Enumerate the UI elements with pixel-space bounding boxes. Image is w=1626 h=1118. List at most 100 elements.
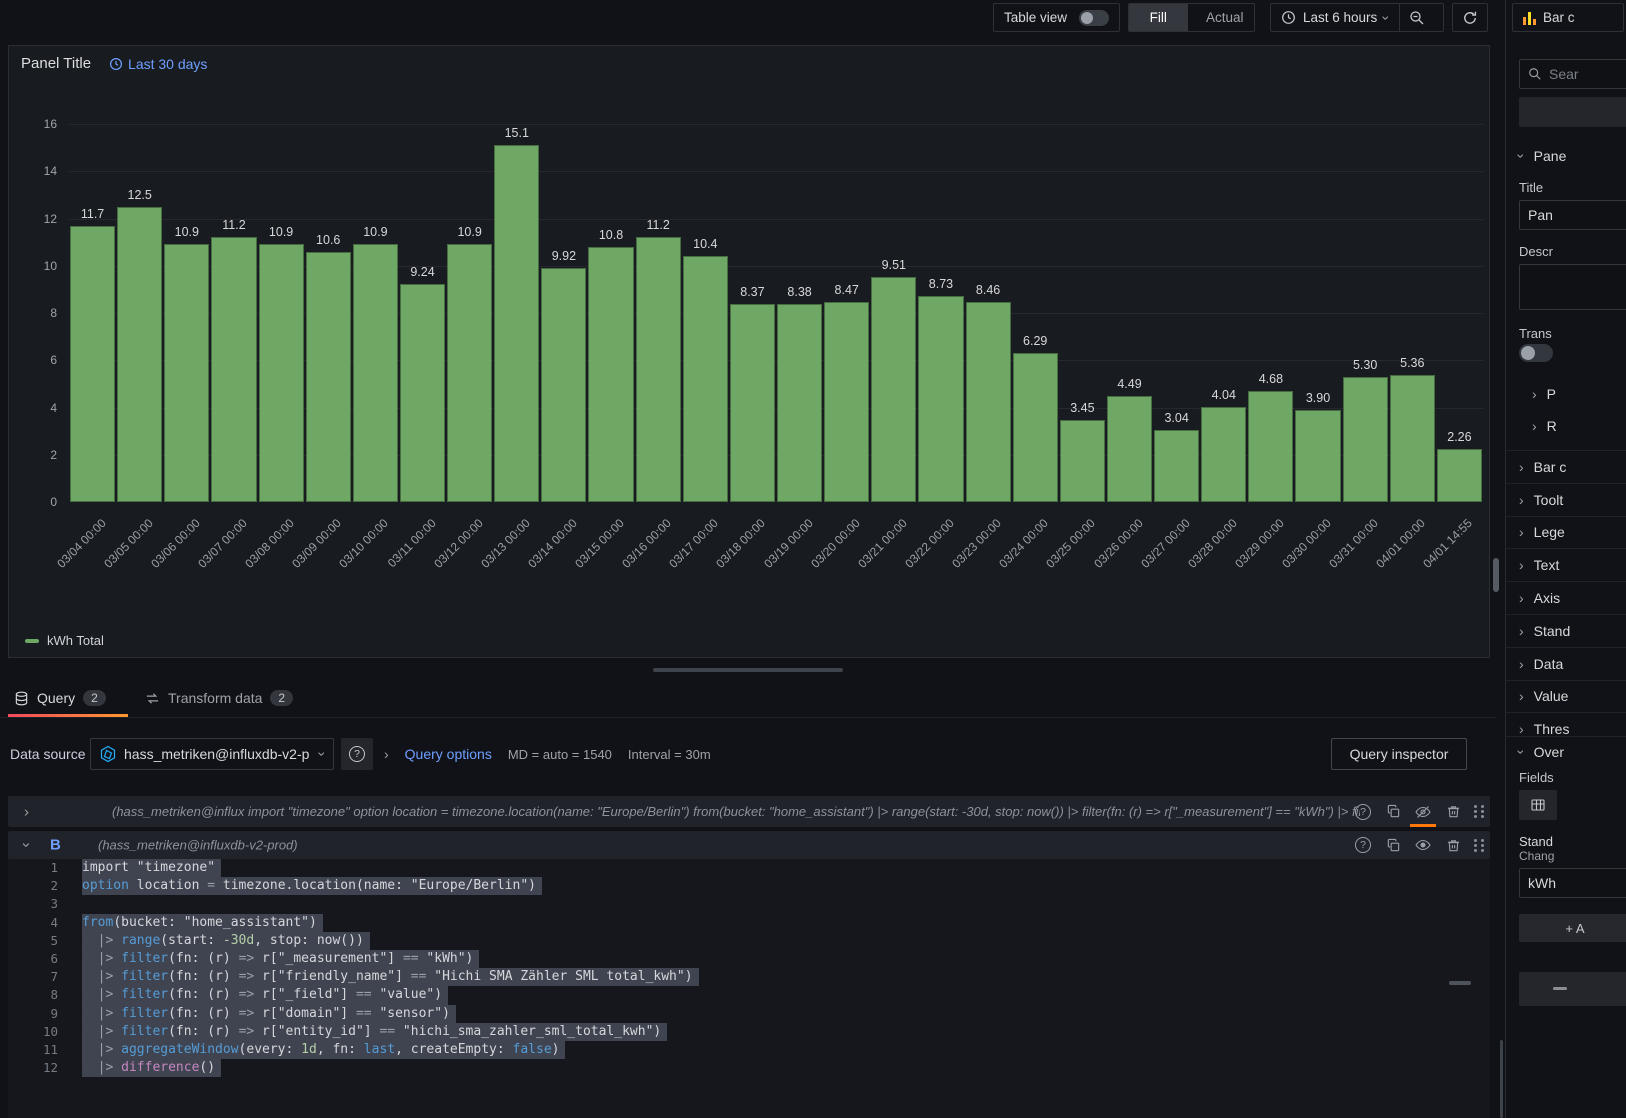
tab-query[interactable]: Query 2 bbox=[8, 680, 128, 717]
override-card[interactable] bbox=[1519, 972, 1626, 1006]
query-options-interval: Interval = 30m bbox=[627, 746, 711, 762]
query-help-button[interactable]: ? bbox=[1354, 803, 1372, 821]
drag-handle[interactable] bbox=[1474, 805, 1484, 818]
query-options-row: › Query options MD = auto = 1540 Interva… bbox=[384, 738, 711, 770]
bar-value-label: 11.2 bbox=[222, 218, 246, 233]
code-line-content: ··|> filter(fn: (r) => r["_field"] == "v… bbox=[82, 986, 449, 1005]
query-row-a: › (hass_metriken@influx import "timezone… bbox=[8, 796, 1490, 827]
query-b-datasource: (hass_metriken@influxdb-v2-prod) bbox=[98, 837, 298, 853]
chevron-right-icon: › bbox=[1519, 622, 1524, 639]
query-help-button[interactable]: ? bbox=[1354, 836, 1372, 854]
code-line: 8 ··|> filter(fn: (r) => r["_field"] == "… bbox=[8, 986, 1490, 1005]
options-section-row[interactable]: › Value bbox=[1506, 679, 1626, 713]
options-search-input[interactable]: Sear bbox=[1519, 59, 1626, 89]
datasource-help-button[interactable]: ? bbox=[341, 738, 373, 770]
panel-time-override[interactable]: Last 30 days bbox=[109, 56, 207, 72]
question-circle-icon: ? bbox=[349, 746, 365, 762]
bar bbox=[211, 237, 257, 502]
bar bbox=[1295, 409, 1341, 502]
time-controls-group: Last 6 hours › bbox=[1270, 3, 1444, 32]
query-a-summary: (hass_metriken@influx import "timezone" … bbox=[112, 804, 1360, 819]
table-view-label: Table view bbox=[1004, 10, 1068, 25]
options-section-row[interactable]: › Lege bbox=[1506, 515, 1626, 549]
bar bbox=[871, 277, 917, 502]
options-section-row[interactable]: › Axis bbox=[1506, 581, 1626, 614]
flux-code-editor[interactable]: 1 import "timezone" 2 option location = tim… bbox=[8, 859, 1490, 1118]
legend: kWh Total bbox=[25, 633, 104, 648]
options-section-row[interactable]: › Data bbox=[1506, 646, 1626, 680]
transparent-bg-toggle[interactable] bbox=[1519, 344, 1553, 362]
duplicate-query-button[interactable] bbox=[1384, 803, 1402, 821]
panel-editor-splitter[interactable] bbox=[653, 668, 843, 672]
options-filter-input[interactable] bbox=[1519, 97, 1626, 127]
duplicate-query-button[interactable] bbox=[1384, 836, 1402, 854]
bar bbox=[1059, 420, 1105, 502]
disable-query-button[interactable] bbox=[1414, 836, 1432, 854]
overrides-section-header[interactable]: › Over bbox=[1506, 736, 1626, 768]
time-range-picker[interactable]: Last 6 hours › bbox=[1271, 4, 1399, 31]
table-view-toggle[interactable] bbox=[1079, 9, 1109, 26]
remove-query-button[interactable] bbox=[1444, 836, 1462, 854]
visualization-picker-button[interactable]: Bar c bbox=[1512, 3, 1624, 32]
refresh-icon bbox=[1462, 10, 1478, 26]
bar bbox=[447, 244, 493, 502]
field-matcher-button[interactable] bbox=[1519, 790, 1557, 820]
datasource-picker[interactable]: hass_metriken@influxdb-v2-p › bbox=[90, 738, 334, 770]
panel-options-section-header[interactable]: › Pane bbox=[1513, 148, 1567, 164]
code-line-content: ··|> difference() bbox=[82, 1059, 222, 1078]
bar bbox=[729, 304, 775, 502]
code-line-content: ··|> range(start: -30d, stop: now()) bbox=[82, 931, 370, 950]
collapse-query-b-chevron[interactable]: › bbox=[18, 842, 35, 848]
bar-chart-plot[interactable]: 0 2 4 6 8 10 12 14 16 11.7 03/04 00:00 12.5 03/05 00… bbox=[9, 46, 1489, 657]
chevron-right-icon: › bbox=[1519, 557, 1524, 574]
options-section-row[interactable]: › Stand bbox=[1506, 613, 1626, 647]
override-value-input[interactable]: kWh bbox=[1519, 868, 1626, 898]
actual-button[interactable]: Actual bbox=[1205, 10, 1244, 25]
clock-icon bbox=[1281, 10, 1296, 25]
line-number: 4 bbox=[50, 914, 58, 930]
database-icon bbox=[14, 691, 29, 706]
expand-query-a-chevron[interactable]: › bbox=[24, 803, 29, 820]
panel-title-input[interactable]: Pan bbox=[1519, 200, 1626, 230]
query-inspector-button[interactable]: Query inspector bbox=[1331, 738, 1467, 770]
panel-description-textarea[interactable] bbox=[1519, 264, 1626, 310]
code-line: 2 option location = timezone.location(nam… bbox=[8, 877, 1490, 896]
chevron-right-icon: › bbox=[1532, 386, 1537, 402]
options-section-row[interactable]: › Toolt bbox=[1506, 482, 1626, 516]
bar-value-label: 4.68 bbox=[1258, 372, 1284, 387]
code-line-content: ··|> filter(fn: (r) => r["_measurement"]… bbox=[82, 949, 480, 969]
clock-icon bbox=[109, 57, 123, 71]
disable-query-button[interactable] bbox=[1410, 803, 1436, 827]
options-section-row[interactable]: › Text bbox=[1506, 548, 1626, 581]
query-options-link[interactable]: Query options bbox=[404, 746, 492, 762]
query-b-actions: ? bbox=[1354, 831, 1484, 859]
bar-value-label: 10.9 bbox=[268, 225, 294, 240]
remove-query-button[interactable] bbox=[1444, 803, 1462, 821]
fill-button[interactable]: Fill bbox=[1129, 4, 1188, 31]
bar bbox=[588, 246, 634, 502]
drag-handle[interactable] bbox=[1474, 838, 1484, 852]
bar-value-label: 8.73 bbox=[928, 276, 954, 291]
legend-label[interactable]: kWh Total bbox=[47, 633, 104, 648]
panel-options-link-row[interactable]: › P bbox=[1532, 386, 1557, 402]
panel-options-link-row[interactable]: › R bbox=[1532, 418, 1557, 434]
sidebar-scrollbar-thumb[interactable] bbox=[1500, 1040, 1503, 1118]
code-line: 6 ··|> filter(fn: (r) => r["_measurement"… bbox=[8, 949, 1490, 969]
code-lines: 1 import "timezone" 2 option location = tim… bbox=[8, 859, 1490, 1078]
tab-transform-data[interactable]: Transform data 2 bbox=[139, 680, 309, 716]
main-scrollbar-thumb[interactable] bbox=[1493, 558, 1499, 592]
panel-title[interactable]: Panel Title bbox=[21, 55, 92, 72]
table-view-group: Table view bbox=[993, 3, 1120, 32]
editor-scrollbar-thumb[interactable] bbox=[1449, 981, 1471, 985]
code-line-content: ··|> filter(fn: (r) => r["entity_id"] ==… bbox=[82, 1022, 668, 1041]
add-override-button[interactable]: + A bbox=[1519, 914, 1626, 942]
transform-count-badge: 2 bbox=[270, 690, 294, 706]
gridline bbox=[69, 124, 1483, 125]
zoom-out-button[interactable] bbox=[1398, 4, 1434, 31]
options-section-row[interactable]: › Thres bbox=[1506, 712, 1626, 745]
y-tick-label: 16 bbox=[43, 117, 57, 131]
options-section-row[interactable]: › Bar c bbox=[1506, 450, 1626, 483]
bar-value-label: 9.24 bbox=[410, 264, 435, 279]
code-line: 12 ··|> difference() bbox=[8, 1059, 1490, 1078]
refresh-button[interactable] bbox=[1452, 3, 1488, 32]
